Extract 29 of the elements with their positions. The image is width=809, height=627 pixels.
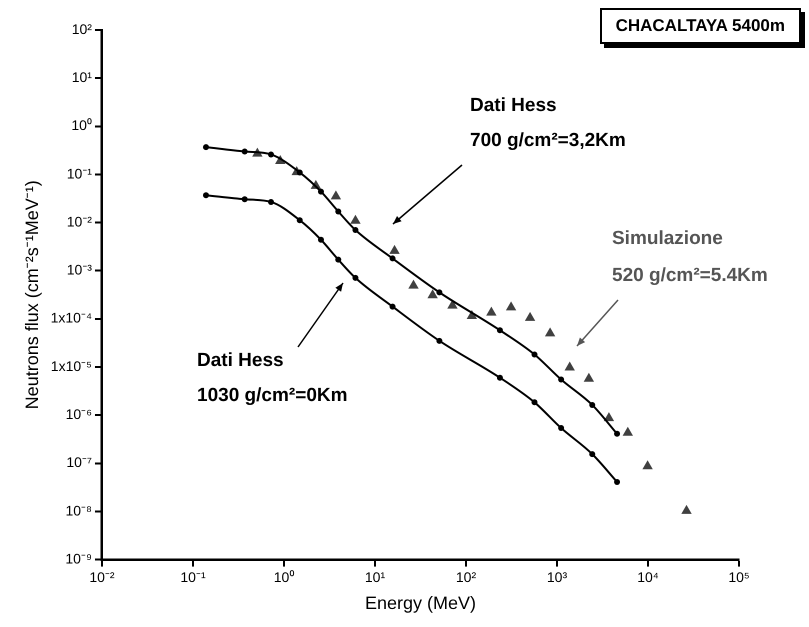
y-tick-label: 10⁻³ [66,262,92,278]
x-axis-title: Energy (MeV) [364,593,476,614]
y-tick-label: 1x10⁻⁵ [50,358,92,374]
y-tick-label: 10² [72,20,92,37]
x-tick-label: 10¹ [364,568,386,585]
chart-title: CHACALTAYA 5400m [600,8,801,44]
y-tick-label: 1x10⁻⁴ [50,310,92,326]
x-tick-label: 10⁻¹ [180,568,206,585]
y-tick-label: 10⁻⁶ [66,406,92,422]
x-tick-label: 10³ [546,568,568,585]
x-tick-label: 10⁴ [637,568,659,585]
annotation: Dati Hess [197,350,284,372]
annotation: 520 g/cm²=5.4Km [612,265,768,287]
x-tick-label: 10⁵ [728,568,750,585]
y-tick-label: 10⁻⁷ [66,454,92,470]
y-tick-label: 10⁻⁸ [65,502,92,518]
y-tick-label: 10⁻² [66,213,92,230]
x-tick-label: 10² [456,568,476,585]
x-tick-label: 10⁰ [274,568,294,585]
x-tick-label: 10⁻² [89,568,115,585]
y-tick-label: 10¹ [72,69,92,86]
annotation: Simulazione [612,228,723,250]
annotation: 700 g/cm²=3,2Km [470,130,626,152]
annotation: 1030 g/cm²=0Km [197,385,348,407]
y-axis-title: Neutrons flux (cm⁻²s⁻¹MeV⁻¹) [22,180,42,410]
annotation: Dati Hess [470,95,557,117]
y-tick-label: 10⁰ [71,117,92,134]
y-tick-label: 10⁻⁹ [65,550,92,566]
y-tick-label: 10⁻¹ [66,165,92,182]
